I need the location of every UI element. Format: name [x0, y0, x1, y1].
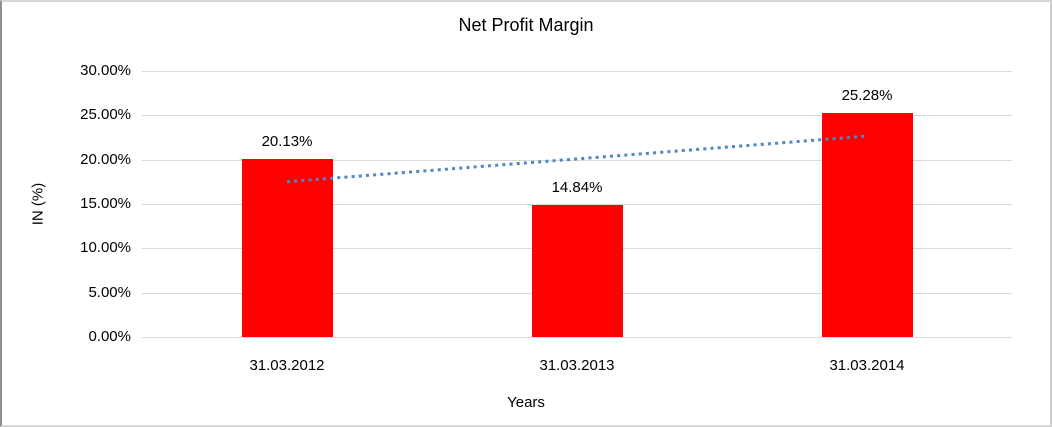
x-category-label: 31.03.2013 [539, 357, 615, 374]
y-tick-label: 0.00% [88, 328, 131, 345]
bar-value-label: 14.84% [551, 179, 603, 197]
y-tick-label: 10.00% [80, 239, 131, 257]
x-axis-title: Years [507, 394, 545, 411]
gridline [142, 204, 1012, 205]
x-category-label: 31.03.2012 [249, 357, 325, 374]
gridline [142, 115, 1012, 117]
bar [821, 112, 913, 337]
y-tick-label: 5.00% [88, 283, 131, 301]
gridline [142, 71, 1012, 72]
y-tick-label: 30.00% [80, 62, 131, 79]
y-tick-label: 20.00% [80, 150, 131, 168]
bar-value-label: 20.13% [261, 132, 313, 150]
y-tick-label: 15.00% [80, 195, 131, 212]
bar [241, 158, 333, 337]
bar [531, 205, 623, 337]
chart-title: Net Profit Margin [458, 15, 594, 35]
x-category-label: 31.03.2014 [829, 357, 905, 374]
bar-value-label: 25.28% [841, 86, 893, 104]
y-tick-label: 25.00% [80, 106, 131, 124]
gridline [142, 337, 1012, 338]
